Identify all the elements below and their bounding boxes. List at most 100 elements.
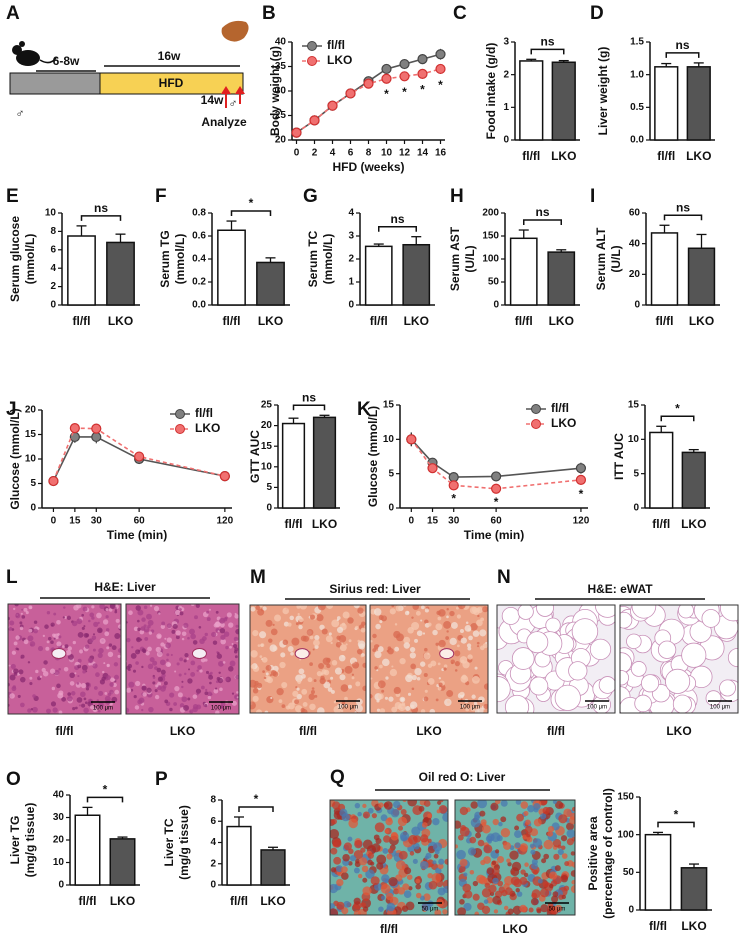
texture [252, 630, 259, 637]
micrograph-image [497, 605, 615, 713]
texture [460, 675, 469, 683]
texture [558, 814, 568, 824]
texture [396, 633, 404, 642]
significance-bracket [660, 415, 695, 422]
texture [192, 640, 198, 645]
texture [161, 621, 166, 626]
texture [95, 672, 100, 678]
y-tick-label: 0.6 [192, 231, 206, 242]
panel-letter: L [6, 567, 18, 588]
texture [178, 673, 182, 677]
texture [221, 702, 226, 707]
texture [264, 710, 269, 713]
texture [459, 826, 470, 837]
texture [457, 644, 460, 648]
scale-bar-label: 100 μm [587, 705, 607, 711]
texture [401, 702, 406, 706]
texture [473, 701, 478, 706]
texture [76, 697, 83, 703]
texture [389, 668, 398, 677]
texture [527, 804, 535, 813]
texture [378, 906, 384, 912]
texture [319, 677, 326, 685]
texture [310, 690, 316, 695]
texture [411, 621, 420, 630]
texture [189, 709, 194, 714]
texture [504, 876, 514, 886]
x-tick-label: fl/fl [285, 517, 303, 531]
texture [53, 637, 56, 640]
texture [204, 632, 208, 637]
texture [342, 853, 350, 862]
panel-letter: F [155, 186, 167, 207]
texture [104, 631, 110, 637]
texture [425, 852, 432, 859]
x-axis-label: HFD (weeks) [332, 160, 404, 174]
y-axis-label: (mmol/L) [173, 234, 187, 285]
texture [307, 677, 313, 683]
texture [328, 632, 332, 636]
texture [362, 877, 368, 883]
texture [147, 619, 154, 626]
texture [701, 609, 721, 628]
timepoint-label: 14w [201, 93, 224, 107]
legend-label: LKO [327, 53, 352, 67]
texture [326, 663, 331, 669]
y-axis-label: (U/L) [609, 245, 623, 272]
texture [641, 674, 660, 693]
texture [292, 690, 299, 697]
texture [29, 676, 33, 680]
texture [429, 708, 436, 713]
y-tick-label: 30 [53, 812, 65, 823]
texture [308, 693, 315, 700]
texture [171, 629, 176, 634]
point [327, 100, 338, 111]
texture [446, 608, 449, 611]
y-tick-label: 100 [617, 829, 634, 840]
texture [158, 612, 161, 615]
texture [549, 871, 558, 880]
texture [9, 693, 15, 699]
point [309, 115, 320, 126]
texture [155, 646, 162, 653]
texture [341, 872, 349, 880]
micrograph-image [250, 605, 366, 713]
x-tick-label: 14 [417, 148, 429, 159]
texture [235, 674, 239, 680]
x-tick-label: LKO [551, 149, 576, 163]
texture [149, 604, 153, 607]
texture [454, 650, 461, 657]
image-background [8, 604, 121, 714]
texture [442, 885, 448, 894]
texture [681, 642, 707, 668]
texture [424, 647, 428, 652]
texture [476, 641, 480, 645]
texture [357, 873, 363, 879]
point [363, 78, 374, 89]
texture [459, 899, 465, 905]
texture [540, 904, 549, 913]
texture [46, 611, 51, 615]
texture [222, 661, 226, 664]
texture [195, 688, 202, 694]
texture [279, 661, 286, 669]
texture [15, 635, 20, 640]
texture [165, 642, 172, 649]
texture [175, 630, 181, 636]
texture [519, 904, 527, 913]
texture [373, 608, 382, 616]
texture [262, 606, 267, 611]
significance-bracket [80, 215, 122, 221]
texture [437, 662, 441, 666]
texture [236, 691, 239, 694]
scale-bar-label: 100 μm [93, 706, 113, 712]
annotation: * [384, 87, 389, 101]
panel-letter: N [497, 567, 511, 588]
texture [81, 703, 86, 708]
point [381, 63, 392, 75]
texture [485, 641, 488, 644]
bar [681, 451, 706, 509]
y-axis-label: (mmol/L) [321, 234, 335, 285]
texture [472, 880, 479, 887]
